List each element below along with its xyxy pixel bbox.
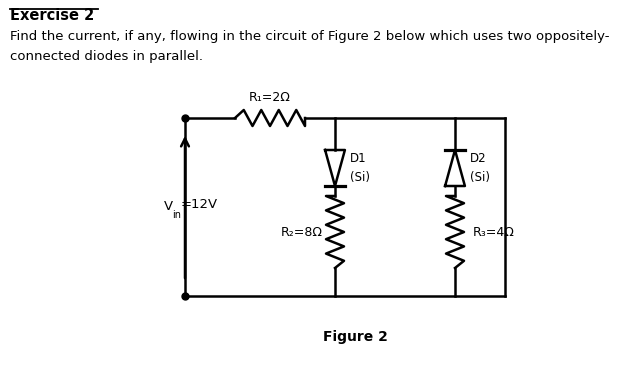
Text: Exercise 2: Exercise 2	[10, 8, 95, 23]
Text: =12V: =12V	[181, 198, 218, 210]
Text: D1: D1	[350, 152, 367, 166]
Text: R₁=2Ω: R₁=2Ω	[249, 91, 291, 104]
Text: connected diodes in parallel.: connected diodes in parallel.	[10, 50, 203, 63]
Text: R₃=4Ω: R₃=4Ω	[473, 226, 515, 238]
Text: Figure 2: Figure 2	[323, 330, 388, 344]
Text: Find the current, if any, flowing in the circuit of Figure 2 below which uses tw: Find the current, if any, flowing in the…	[10, 30, 610, 43]
Text: D2: D2	[470, 152, 487, 166]
Text: V: V	[164, 201, 173, 213]
Text: in: in	[172, 210, 181, 220]
Text: R₂=8Ω: R₂=8Ω	[281, 226, 323, 238]
Text: (Si): (Si)	[470, 170, 490, 184]
Text: (Si): (Si)	[350, 170, 370, 184]
